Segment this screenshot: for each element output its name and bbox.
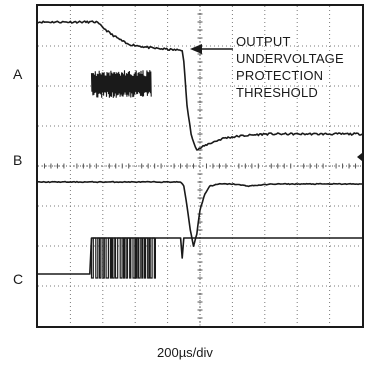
trace-a — [37, 20, 363, 151]
grid — [38, 6, 362, 326]
annotation-line-2: UNDERVOLTAGE — [236, 51, 344, 66]
trace-c-pulses — [90, 237, 156, 279]
trace-b — [38, 180, 362, 247]
annotation-arrow-head — [190, 44, 202, 54]
trace-a-ripple-band — [93, 78, 150, 90]
threshold-annotation: OUTPUT UNDERVOLTAGE PROTECTION THRESHOLD — [236, 33, 344, 101]
annotation-line-1: OUTPUT — [236, 34, 291, 49]
trigger-marker-icon — [357, 153, 362, 161]
traces — [37, 20, 363, 279]
annotation-line-3: PROTECTION — [236, 68, 324, 83]
annotation-line-4: THRESHOLD — [236, 85, 318, 100]
trace-c — [38, 237, 362, 275]
channel-label-a: A — [13, 66, 23, 82]
channel-label-b: B — [13, 152, 23, 168]
channel-label-c: C — [13, 271, 24, 287]
annotation-arrow — [190, 44, 233, 54]
timebase-label: 200µs/div — [157, 345, 213, 360]
